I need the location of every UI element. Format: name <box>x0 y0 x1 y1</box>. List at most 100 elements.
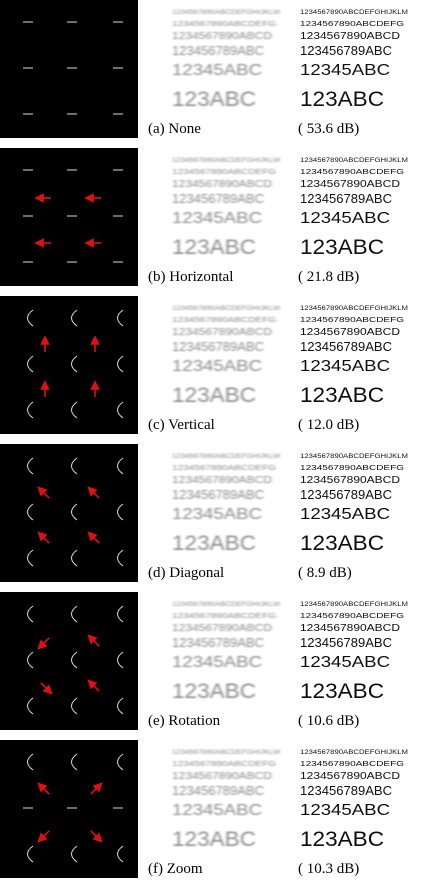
figure: 1234567890ABCDEFGHIJKLM 1234567890ABCDEFG… <box>0 0 421 883</box>
image-text-line: 1234567890ABCDEFG <box>172 19 276 28</box>
image-text-line: 1234567890ABCDEFGHIJKLM <box>172 10 280 16</box>
image-text-line: 1234567890ABCD <box>300 475 400 486</box>
image-text-line: 123456789ABC <box>172 44 264 58</box>
image-text-line: 12345ABC <box>172 802 262 819</box>
image-text-line: 123456789ABC <box>300 784 392 798</box>
image-text-line: 1234567890ABCDEFG <box>172 611 276 620</box>
image-text-line: 123456789ABC <box>300 340 392 354</box>
panel-bg <box>0 148 138 286</box>
image-text-line: 1234567890ABCDEFGHIJKLM <box>172 454 280 460</box>
image-text-line: 1234567890ABCD <box>300 179 400 190</box>
image-text-line: 1234567890ABCDEFGHIJKLM <box>172 750 280 756</box>
image-text-line: 123ABC <box>172 532 256 555</box>
image-text-line: 1234567890ABCDEFGHIJKLM <box>300 750 408 756</box>
image-text-line: 12345ABC <box>172 358 262 375</box>
figure-row: 1234567890ABCDEFGHIJKLM 1234567890ABCDEFG… <box>0 444 421 592</box>
blurred-image: 1234567890ABCDEFGHIJKLM 1234567890ABCDEFG… <box>170 152 292 270</box>
image-text-line: 123456789ABC <box>172 340 264 354</box>
image-text-line: 1234567890ABCDEFGHIJKLM <box>300 602 408 608</box>
blurred-image: 1234567890ABCDEFGHIJKLM 1234567890ABCDEFG… <box>170 596 292 714</box>
image-text-line: 1234567890ABCDEFGHIJKLM <box>300 306 408 312</box>
caption-label: (f) Zoom <box>148 861 203 878</box>
psf-panel <box>0 0 138 138</box>
image-text-line: 12345ABC <box>300 62 390 79</box>
image-text-line: 1234567890ABCD <box>300 327 400 338</box>
image-text-line: 1234567890ABCDEFG <box>300 167 404 176</box>
restored-image: 1234567890ABCDEFGHIJKLM 1234567890ABCDEFG… <box>298 4 420 122</box>
image-text-line: 123ABC <box>172 384 256 407</box>
image-text-line: 1234567890ABCD <box>172 623 272 634</box>
image-text-line: 12345ABC <box>300 358 390 375</box>
caption-psnr: ( 8.9 dB) <box>298 565 352 582</box>
blurred-image: 1234567890ABCDEFGHIJKLM 1234567890ABCDEFG… <box>170 744 292 862</box>
image-text-line: 123456789ABC <box>300 636 392 650</box>
image-text-line: 1234567890ABCDEFG <box>300 315 404 324</box>
psf-panel <box>0 148 138 286</box>
restored-image: 1234567890ABCDEFGHIJKLM 1234567890ABCDEFG… <box>298 300 420 418</box>
image-text-line: 123456789ABC <box>172 784 264 798</box>
figure-row: 1234567890ABCDEFGHIJKLM 1234567890ABCDEFG… <box>0 0 421 148</box>
image-text-line: 1234567890ABCD <box>172 475 272 486</box>
caption-label: (b) Horizontal <box>148 269 233 286</box>
image-text-line: 1234567890ABCD <box>300 623 400 634</box>
image-text-line: 1234567890ABCDEFGHIJKLM <box>300 158 408 164</box>
image-text-line: 1234567890ABCDEFG <box>172 759 276 768</box>
figure-row: 1234567890ABCDEFGHIJKLM 1234567890ABCDEFG… <box>0 592 421 740</box>
image-text-line: 123456789ABC <box>300 488 392 502</box>
image-text-line: 1234567890ABCDEFG <box>172 315 276 324</box>
caption-psnr: ( 10.6 dB) <box>298 713 359 730</box>
image-text-line: 1234567890ABCDEFGHIJKLM <box>172 158 280 164</box>
restored-image: 1234567890ABCDEFGHIJKLM 1234567890ABCDEFG… <box>298 448 420 566</box>
figure-row: 1234567890ABCDEFGHIJKLM 1234567890ABCDEFG… <box>0 148 421 296</box>
image-text-line: 1234567890ABCDEFG <box>300 759 404 768</box>
image-text-line: 1234567890ABCD <box>172 179 272 190</box>
caption-psnr: ( 53.6 dB) <box>298 121 359 138</box>
image-text-line: 1234567890ABCDEFG <box>300 611 404 620</box>
image-text-line: 12345ABC <box>300 210 390 227</box>
image-text-line: 12345ABC <box>300 654 390 671</box>
image-text-line: 12345ABC <box>300 802 390 819</box>
image-text-line: 1234567890ABCD <box>172 771 272 782</box>
image-text-line: 123456789ABC <box>172 192 264 206</box>
psf-panel <box>0 296 138 434</box>
image-text-line: 123456789ABC <box>172 488 264 502</box>
image-text-line: 12345ABC <box>172 62 262 79</box>
image-text-line: 12345ABC <box>300 506 390 523</box>
figure-row: 1234567890ABCDEFGHIJKLM 1234567890ABCDEFG… <box>0 296 421 444</box>
caption-psnr: ( 10.3 dB) <box>298 861 359 878</box>
image-text-line: 12345ABC <box>172 506 262 523</box>
image-text-line: 1234567890ABCD <box>300 771 400 782</box>
blurred-image: 1234567890ABCDEFGHIJKLM1234567890ABCDEFG… <box>170 448 292 566</box>
image-text-line: 123ABC <box>300 680 384 703</box>
image-text-line: 123ABC <box>172 236 256 259</box>
restored-image: 1234567890ABCDEFGHIJKLM 1234567890ABCDEFG… <box>298 744 420 862</box>
psf-panel <box>0 740 138 878</box>
image-text-line: 123456789ABC <box>300 44 392 58</box>
image-text-line: 123ABC <box>300 236 384 259</box>
image-text-line: 1234567890ABCDEFGHIJKLM <box>300 454 408 460</box>
image-text-line: 123ABC <box>172 680 256 703</box>
image-text-line: 1234567890ABCD <box>172 327 272 338</box>
image-text-line: 1234567890ABCDEFG <box>300 463 404 472</box>
caption-psnr: ( 12.0 dB) <box>298 417 359 434</box>
figure-row: 1234567890ABCDEFGHIJKLM 1234567890ABCDEFG… <box>0 740 421 883</box>
blurred-image: 1234567890ABCDEFGHIJKLM 1234567890ABCDEFG… <box>170 300 292 418</box>
image-text-line: 1234567890ABCDEFG <box>300 19 404 28</box>
image-text-line: 123ABC <box>300 532 384 555</box>
panel-bg <box>0 0 138 138</box>
image-text-line: 1234567890ABCDEFGHIJKLM <box>300 10 408 16</box>
psf-panel <box>0 444 138 582</box>
image-text-line: 1234567890ABCDEFGHIJKLM <box>172 602 280 608</box>
caption-psnr: ( 21.8 dB) <box>298 269 359 286</box>
image-text-line: 1234567890ABCDEFG <box>172 167 276 176</box>
image-text-line: 123ABC <box>172 828 256 851</box>
image-text-line: 1234567890ABCDEFGHIJKLM <box>172 306 280 312</box>
caption-label: (a) None <box>148 121 201 138</box>
image-text-line: 12345ABC <box>172 210 262 227</box>
psf-panel <box>0 592 138 730</box>
image-text-line: 123ABC <box>300 828 384 851</box>
image-text-line: 1234567890ABCD <box>300 31 400 42</box>
restored-image: 1234567890ABCDEFGHIJKLM 1234567890ABCDEFG… <box>298 152 420 270</box>
image-text-line: 1234567890ABCD <box>172 31 272 42</box>
image-text-line: 123ABC <box>300 88 384 111</box>
